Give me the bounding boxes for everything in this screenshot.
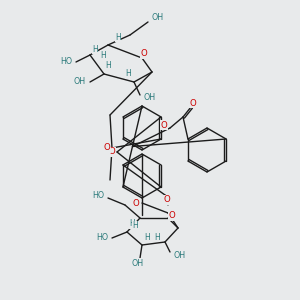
Text: H: H bbox=[144, 232, 150, 242]
Text: H: H bbox=[105, 61, 111, 70]
Text: OH: OH bbox=[74, 77, 86, 86]
Text: O: O bbox=[164, 196, 170, 205]
Text: O: O bbox=[103, 143, 110, 152]
Text: O: O bbox=[190, 98, 196, 107]
Text: OH: OH bbox=[152, 14, 164, 22]
Text: H: H bbox=[132, 221, 138, 230]
Text: O: O bbox=[160, 121, 167, 130]
Text: O: O bbox=[133, 199, 140, 208]
Text: HO: HO bbox=[60, 58, 72, 67]
Text: OH: OH bbox=[174, 250, 186, 260]
Text: H: H bbox=[154, 232, 160, 242]
Text: H: H bbox=[92, 44, 98, 53]
Text: H: H bbox=[115, 32, 121, 41]
Text: OH: OH bbox=[143, 94, 155, 103]
Text: H: H bbox=[129, 220, 135, 229]
Text: H: H bbox=[100, 50, 106, 59]
Text: O: O bbox=[169, 212, 176, 220]
Text: H: H bbox=[125, 70, 131, 79]
Text: O: O bbox=[141, 50, 147, 58]
Text: HO: HO bbox=[96, 233, 108, 242]
Text: OH: OH bbox=[132, 259, 144, 268]
Text: O: O bbox=[109, 148, 116, 157]
Text: HO: HO bbox=[92, 190, 104, 200]
